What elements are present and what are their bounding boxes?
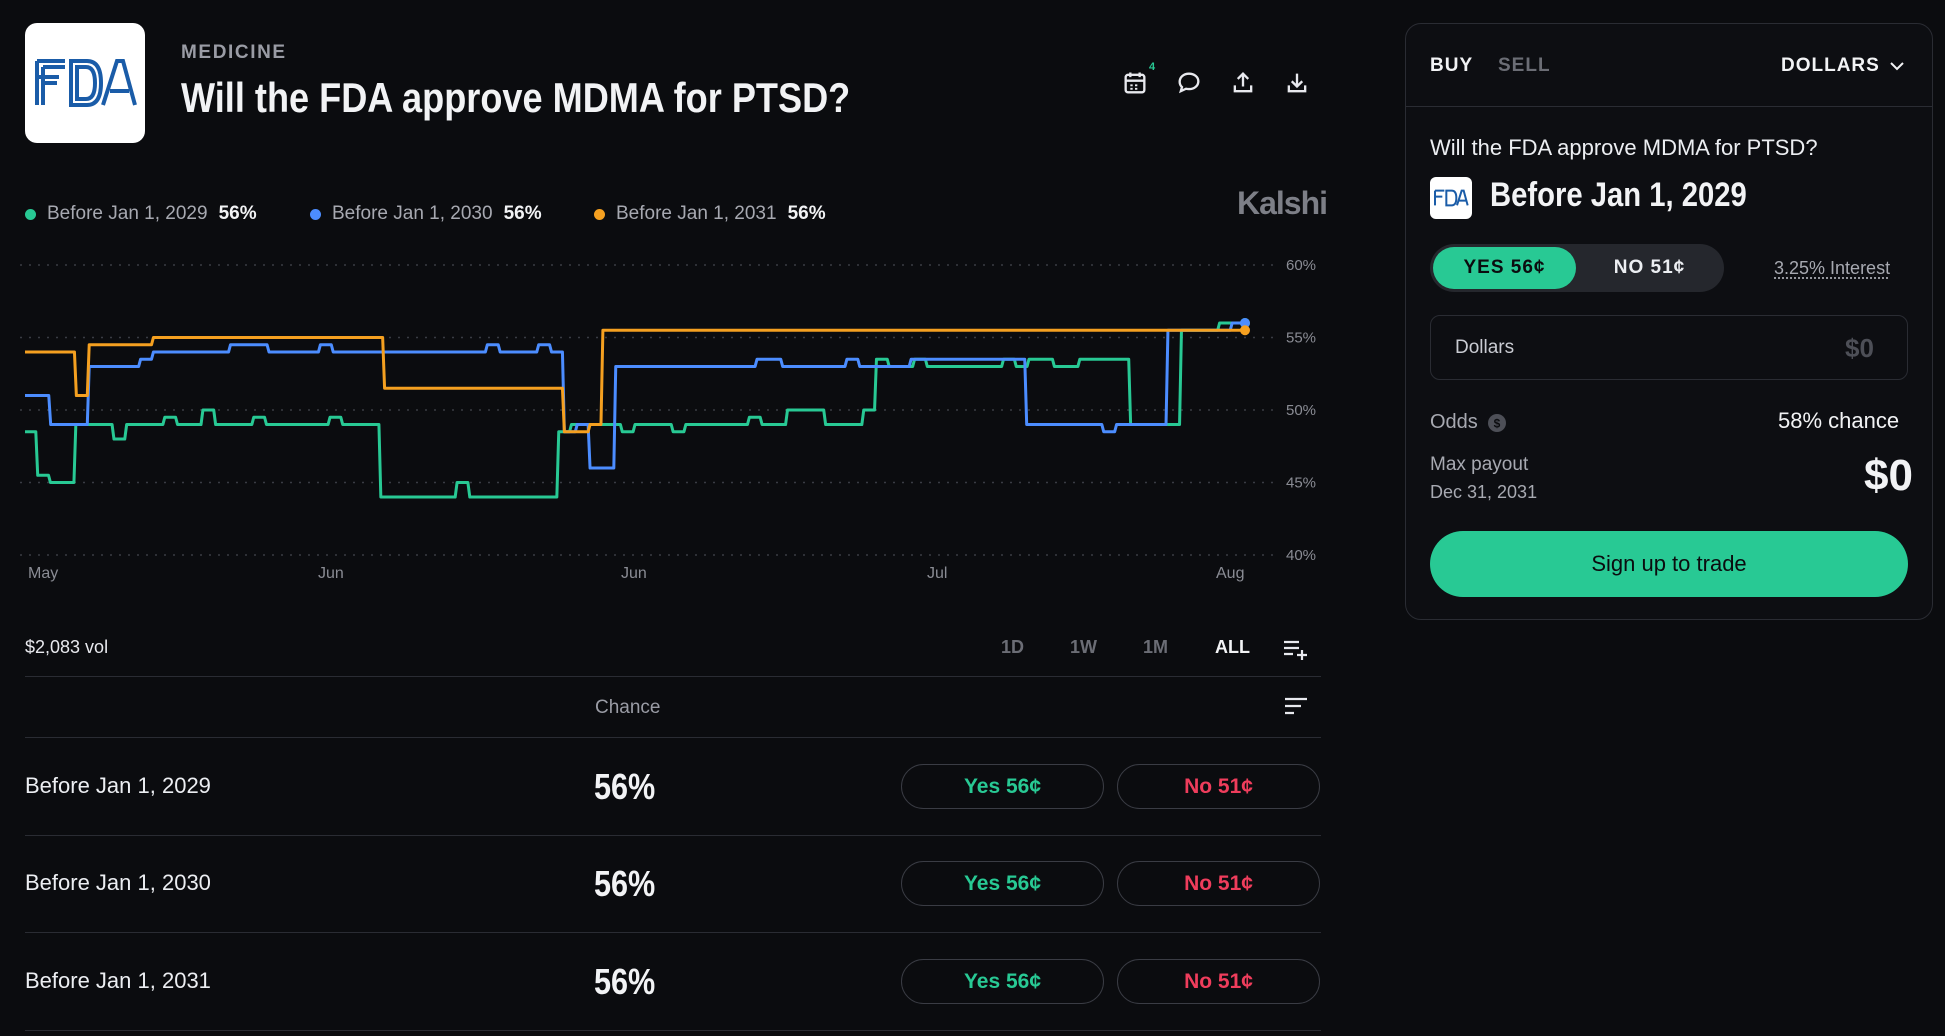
amount-input[interactable] (1430, 315, 1908, 380)
payout-date: Dec 31, 2031 (1430, 482, 1538, 502)
legend-item-2030: Before Jan 1, 2030 56% (310, 203, 542, 225)
odds-value: 58% chance (1778, 408, 1900, 433)
legend-label: Before Jan 1, 2031 (616, 203, 777, 224)
row-yes-button[interactable]: Yes 56¢ (901, 861, 1104, 906)
legend-label: Before Jan 1, 2030 (332, 203, 493, 224)
comment-icon[interactable] (1172, 66, 1206, 100)
chevron-down-icon (1890, 62, 1904, 71)
info-dollar-icon[interactable]: $ (1487, 413, 1507, 433)
x-tick-label: May (28, 565, 58, 582)
legend-value: 56% (503, 203, 542, 224)
range-all-button[interactable]: ALL (1215, 637, 1250, 657)
divider (25, 737, 1321, 738)
divider (1406, 106, 1932, 107)
series-line (25, 321, 1245, 499)
tab-buy[interactable]: BUY (1430, 55, 1474, 76)
amount-placeholder: $0 (1845, 333, 1874, 363)
yes-toggle-button[interactable]: YES 56¢ (1433, 247, 1576, 289)
odds-label: Odds $ (1430, 411, 1507, 434)
divider (25, 1030, 1321, 1031)
row-no-button[interactable]: No 51¢ (1117, 861, 1320, 906)
panel-question: Will the FDA approve MDMA for PTSD? (1430, 135, 1818, 160)
y-tick-label: 45% (1286, 475, 1316, 492)
no-toggle-button[interactable]: NO 51¢ (1613, 257, 1686, 278)
trade-panel (1405, 23, 1933, 620)
fda-logo (25, 23, 145, 143)
series-line (25, 321, 1245, 470)
row-yes-button[interactable]: Yes 56¢ (901, 764, 1104, 809)
legend-value: 56% (218, 203, 257, 224)
legend-dot (594, 208, 605, 220)
playlist-add-icon[interactable] (1282, 636, 1310, 667)
row-no-button[interactable]: No 51¢ (1117, 764, 1320, 809)
legend-dot (25, 208, 36, 220)
y-tick-label: 50% (1286, 402, 1316, 419)
market-row-chance: 56% (594, 863, 656, 904)
legend-label: Before Jan 1, 2029 (47, 203, 208, 224)
chance-column-header: Chance (595, 697, 661, 718)
page-title: Will the FDA approve MDMA for PTSD? (181, 74, 851, 121)
fda-logo-mark (35, 59, 137, 107)
range-1m-button[interactable]: 1M (1143, 637, 1169, 657)
row-no-button[interactable]: No 51¢ (1117, 959, 1320, 1004)
market-row-label: Before Jan 1, 2029 (25, 773, 211, 798)
currency-label: DOLLARS (1781, 55, 1880, 76)
legend-dot (310, 208, 321, 220)
y-tick-label: 55% (1286, 330, 1316, 347)
market-row-label: Before Jan 1, 2031 (25, 968, 211, 993)
x-tick-label: Aug (1216, 565, 1244, 582)
calendar-icon[interactable] (1118, 66, 1152, 100)
legend-item-2031: Before Jan 1, 2031 56% (594, 203, 826, 225)
amount-label: Dollars (1455, 337, 1515, 358)
series-endpoint (1240, 325, 1250, 336)
x-tick-label: Jun (318, 565, 344, 582)
signup-button[interactable]: Sign up to trade (1430, 531, 1908, 597)
series-line (25, 328, 1245, 434)
legend-value: 56% (787, 203, 826, 224)
selected-outcome: Before Jan 1, 2029 (1490, 176, 1747, 214)
max-payout-value: $0 (1864, 451, 1913, 500)
kalshi-watermark: Kalshi (1237, 185, 1328, 221)
range-1d-button[interactable]: 1D (1001, 637, 1025, 657)
range-1w-button[interactable]: 1W (1070, 637, 1097, 657)
x-tick-label: Jun (621, 565, 647, 582)
market-row-chance: 56% (594, 961, 656, 1002)
volume-label: $2,083 vol (25, 637, 109, 657)
market-row-chance: 56% (594, 766, 656, 807)
odds-label-text: Odds (1430, 411, 1478, 433)
download-icon[interactable] (1280, 66, 1314, 100)
share-icon[interactable] (1226, 66, 1260, 100)
currency-dropdown[interactable]: DOLLARS (1781, 55, 1906, 77)
y-tick-label: 60% (1286, 257, 1316, 274)
category-label: MEDICINE (181, 42, 287, 63)
series-endpoint (1240, 318, 1250, 328)
market-row-label: Before Jan 1, 2030 (25, 870, 211, 895)
x-tick-label: Jul (927, 565, 947, 582)
tab-sell[interactable]: SELL (1498, 55, 1551, 76)
y-tick-label: 40% (1286, 547, 1316, 564)
divider (25, 835, 1321, 836)
svg-text:$: $ (1493, 416, 1500, 430)
max-payout-label: Max payout (1430, 454, 1529, 475)
sort-icon[interactable] (1283, 695, 1309, 722)
divider (25, 932, 1321, 933)
legend-item-2029: Before Jan 1, 2029 56% (25, 203, 257, 225)
interest-link[interactable]: 3.25% Interest (1774, 258, 1891, 278)
fda-logo-small (1430, 177, 1472, 219)
divider (25, 676, 1321, 677)
calendar-badge: 4 (1149, 61, 1156, 73)
row-yes-button[interactable]: Yes 56¢ (901, 959, 1104, 1004)
price-chart[interactable]: 60% 55% 50% 45% 40% May Jun Jun Jul Aug (20, 250, 1335, 590)
